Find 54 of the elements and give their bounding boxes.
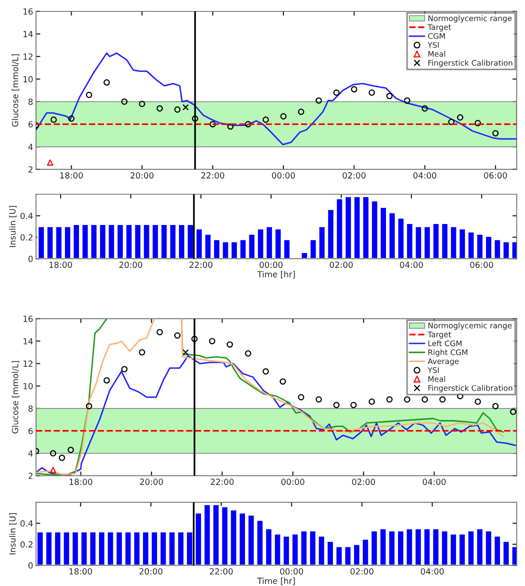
x-tick-label: 04:00 [422,478,446,485]
x-tick-label: 22:00 [210,478,234,485]
y-axis-title: Glucose [mmol/L] [12,54,20,127]
x-tick-label: 20:00 [140,568,162,575]
x-tick-label: 22:00 [201,172,224,179]
x-tick-label: 00:00 [281,478,304,485]
y-tick-label: 0 [28,562,33,569]
y-tick-label: 0 [28,256,33,262]
y-tick-label: 6 [28,121,33,128]
x-tick-label: 04:00 [413,172,436,179]
y-tick-label: 16 [24,8,33,15]
y-tick-label: 10 [24,382,33,390]
y-axis-title: Insulin [U] [9,206,17,247]
y-tick-label: 8 [28,405,33,412]
x-tick-label: 02:00 [342,172,366,179]
y-tick-label: 0.4 [20,520,33,527]
y-tick-label: 0.2 [20,234,32,241]
y-tick-label: 0.2 [20,541,32,548]
x-tick-label: 06:00 [484,172,507,179]
y-tick-label: 14 [24,31,33,38]
y-tick-label: 4 [28,144,33,150]
y-axis-title: Glucose [mmol/L] [12,361,20,434]
y-tick-label: 10 [24,76,33,82]
x-tick-label: 06:00 [470,262,494,268]
y-tick-label: 2 [28,472,32,479]
x-tick-label: 18:00 [70,478,92,485]
x-tick-label: 22:00 [210,568,233,575]
y-tick-label: 0.4 [20,212,33,220]
y-tick-label: 16 [24,316,33,322]
x-tick-label: 02:00 [350,568,374,575]
y-tick-label: 8 [28,98,33,105]
y-tick-label: 2 [28,166,32,173]
x-tick-label: 18:00 [69,568,92,575]
x-tick-label: 04:00 [400,262,423,268]
y-tick-label: 4 [28,450,33,456]
y-axis-title: Insulin [U] [9,513,17,554]
x-tick-label: 20:00 [130,172,154,179]
x-tick-label: 22:00 [190,262,212,268]
x-tick-label: 02:00 [330,262,353,268]
x-tick-label: 18:00 [60,172,83,179]
x-tick-label: 00:00 [272,172,295,179]
x-tick-label: 20:00 [119,262,142,268]
x-axis-title: Time [hr] [257,270,295,278]
x-tick-label: 20:00 [140,478,163,485]
x-tick-label: 18:00 [49,262,72,268]
x-tick-label: 00:00 [260,262,283,268]
y-tick-label: 14 [24,338,33,344]
x-tick-label: 02:00 [352,478,375,485]
y-tick-label: 6 [28,428,33,434]
x-axis-title: Time [hr] [257,578,295,585]
x-tick-label: 00:00 [280,568,304,575]
y-tick-label: 12 [24,360,32,367]
x-tick-label: 04:00 [420,568,444,575]
y-tick-label: 12 [24,53,32,60]
